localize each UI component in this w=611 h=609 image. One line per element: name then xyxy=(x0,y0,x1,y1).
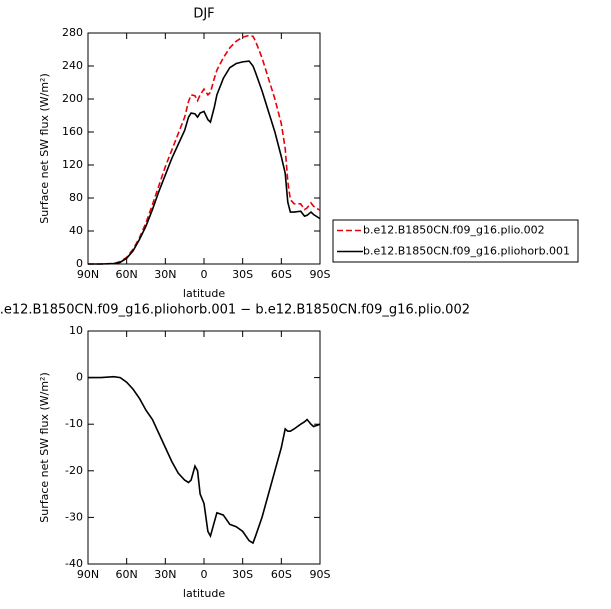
y-tick-label: 0 xyxy=(76,257,83,270)
x-tick-label: 60S xyxy=(271,568,292,581)
y-axis-label: Surface net SW flux (W/m²) xyxy=(38,372,51,523)
y-tick-label: -10 xyxy=(65,417,83,430)
chart-title: DJF xyxy=(193,7,214,22)
x-tick-label: 90S xyxy=(310,268,331,281)
x-tick-label: 30N xyxy=(154,268,176,281)
data-line xyxy=(88,375,321,545)
x-tick-label: 30S xyxy=(232,268,253,281)
x-axis-label: latitude xyxy=(183,287,225,300)
y-tick-label: 160 xyxy=(62,125,83,138)
x-tick-label: 60N xyxy=(116,568,138,581)
data-line xyxy=(88,34,321,265)
x-tick-label: 30S xyxy=(232,568,253,581)
y-tick-label: 120 xyxy=(62,158,83,171)
y-tick-label: 40 xyxy=(69,224,83,237)
x-tick-label: 60S xyxy=(271,268,292,281)
y-tick-label: -40 xyxy=(65,557,83,570)
x-tick-label: 0 xyxy=(201,268,208,281)
y-tick-label: -20 xyxy=(65,464,83,477)
x-tick-label: 30N xyxy=(154,568,176,581)
chart-title: b.e12.B1850CN.f09_g16.pliohorb.001 − b.e… xyxy=(0,303,470,318)
y-tick-label: 280 xyxy=(62,26,83,39)
x-tick-label: 90S xyxy=(310,568,331,581)
y-axis-label: Surface net SW flux (W/m²) xyxy=(38,73,51,224)
legend-label: b.e12.B1850CN.f09_g16.plio.002 xyxy=(363,224,545,237)
legend-label: b.e12.B1850CN.f09_g16.pliohorb.001 xyxy=(363,245,570,258)
x-tick-label: 90N xyxy=(77,568,99,581)
plot-frame xyxy=(87,330,321,565)
legend-box xyxy=(332,219,579,263)
x-tick-label: 60N xyxy=(116,268,138,281)
x-axis-label: latitude xyxy=(183,587,225,600)
x-tick-label: 0 xyxy=(201,568,208,581)
y-tick-label: 240 xyxy=(62,59,83,72)
y-tick-label: 200 xyxy=(62,92,83,105)
y-tick-label: -30 xyxy=(65,510,83,523)
x-tick-label: 90N xyxy=(77,268,99,281)
y-tick-label: 10 xyxy=(69,324,83,337)
y-tick-label: 80 xyxy=(69,191,83,204)
y-tick-label: 0 xyxy=(76,371,83,384)
data-line xyxy=(88,60,321,265)
